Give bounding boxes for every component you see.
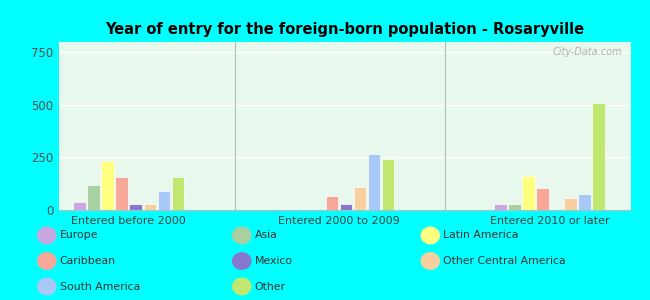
- Bar: [578, 194, 591, 210]
- Text: Caribbean: Caribbean: [60, 256, 116, 266]
- Bar: [592, 103, 604, 210]
- Bar: [101, 160, 114, 210]
- Bar: [340, 204, 352, 210]
- Bar: [382, 158, 395, 210]
- Bar: [73, 202, 86, 210]
- Bar: [368, 154, 380, 210]
- Text: Europe: Europe: [60, 230, 98, 241]
- Text: Asia: Asia: [255, 230, 278, 241]
- Text: Latin America: Latin America: [443, 230, 519, 241]
- Bar: [494, 204, 506, 210]
- Bar: [508, 204, 521, 210]
- Text: Other: Other: [255, 281, 286, 292]
- Bar: [87, 185, 99, 210]
- Text: Mexico: Mexico: [255, 256, 293, 266]
- Bar: [326, 196, 338, 210]
- Bar: [129, 204, 142, 210]
- Bar: [536, 188, 549, 210]
- Bar: [564, 199, 577, 210]
- Text: City-Data.com: City-Data.com: [552, 47, 622, 57]
- Bar: [172, 177, 184, 210]
- Bar: [116, 177, 128, 210]
- Bar: [157, 191, 170, 210]
- Text: South America: South America: [60, 281, 140, 292]
- Bar: [522, 176, 534, 210]
- Title: Year of entry for the foreign-born population - Rosaryville: Year of entry for the foreign-born popul…: [105, 22, 584, 37]
- Bar: [144, 204, 156, 210]
- Text: Other Central America: Other Central America: [443, 256, 566, 266]
- Bar: [354, 187, 366, 210]
